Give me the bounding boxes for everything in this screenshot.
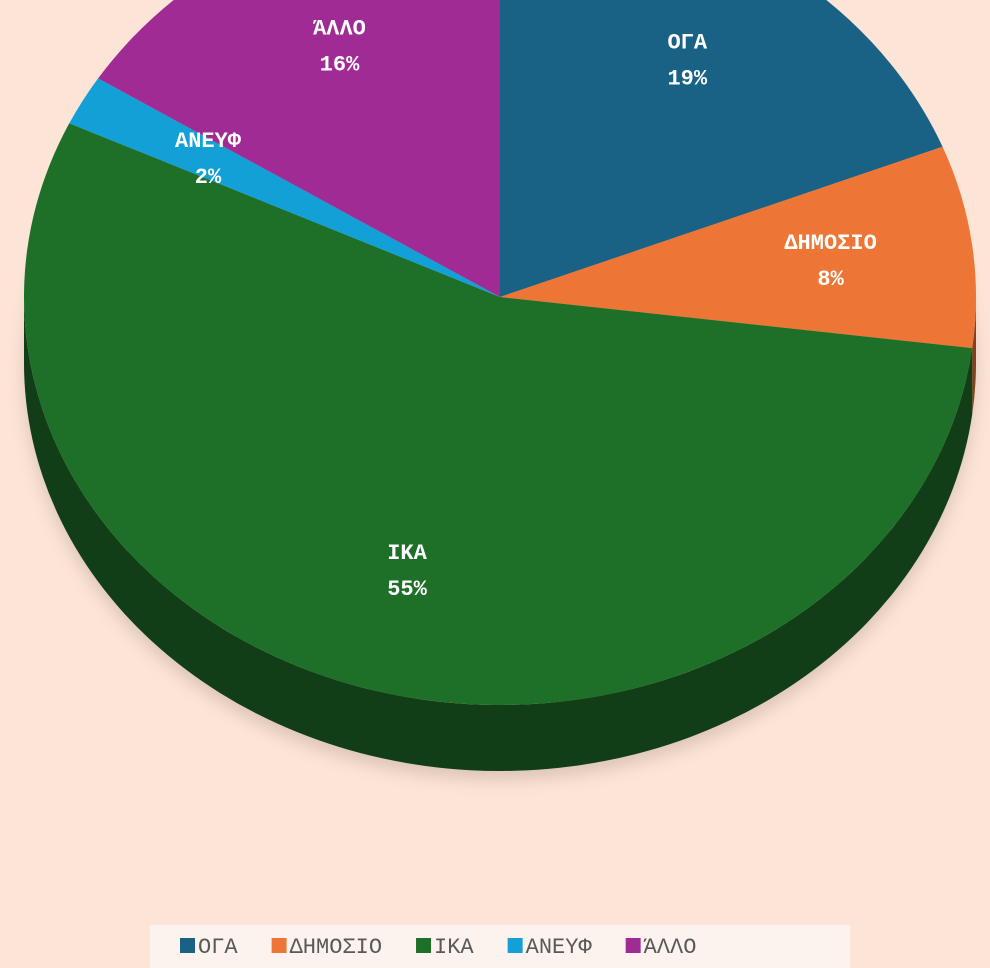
legend-swatch [625,938,641,953]
slice-name: ΔΗΜΟΣΙΟ [784,231,876,256]
pie-slice-side [24,297,973,772]
slice-value: 55% [387,577,427,602]
pie-slice [69,78,501,298]
legend-label: ΙΚΑ [434,935,474,960]
legend-label: ΑΝΕΥΦ [526,935,593,960]
slice-name: ΆΛΛΟ [313,17,366,42]
legend-label: ΟΓΑ [198,935,238,960]
slice-value: 8% [817,267,844,292]
legend-swatch [271,938,287,953]
pie-slice-side [972,297,976,415]
slice-value: 16% [320,53,360,78]
slice-name: ΙΚΑ [387,541,427,566]
legend-swatch [507,938,523,953]
legend-box [150,925,850,968]
legend-label: ΔΗΜΟΣΙΟ [290,935,382,960]
slice-name: ΟΓΑ [667,31,707,56]
legend-swatch [416,938,432,953]
pie-slice [98,0,500,297]
legend-swatch [180,938,195,953]
slice-value: 2% [195,165,222,190]
slice-value: 19% [667,67,707,92]
legend-label: ΆΛΛΟ [644,935,697,960]
slice-name: ΑΝΕΥΦ [175,129,242,154]
pie-slice [23,123,973,706]
pie-slice [500,146,976,349]
pie-slice [500,0,943,297]
